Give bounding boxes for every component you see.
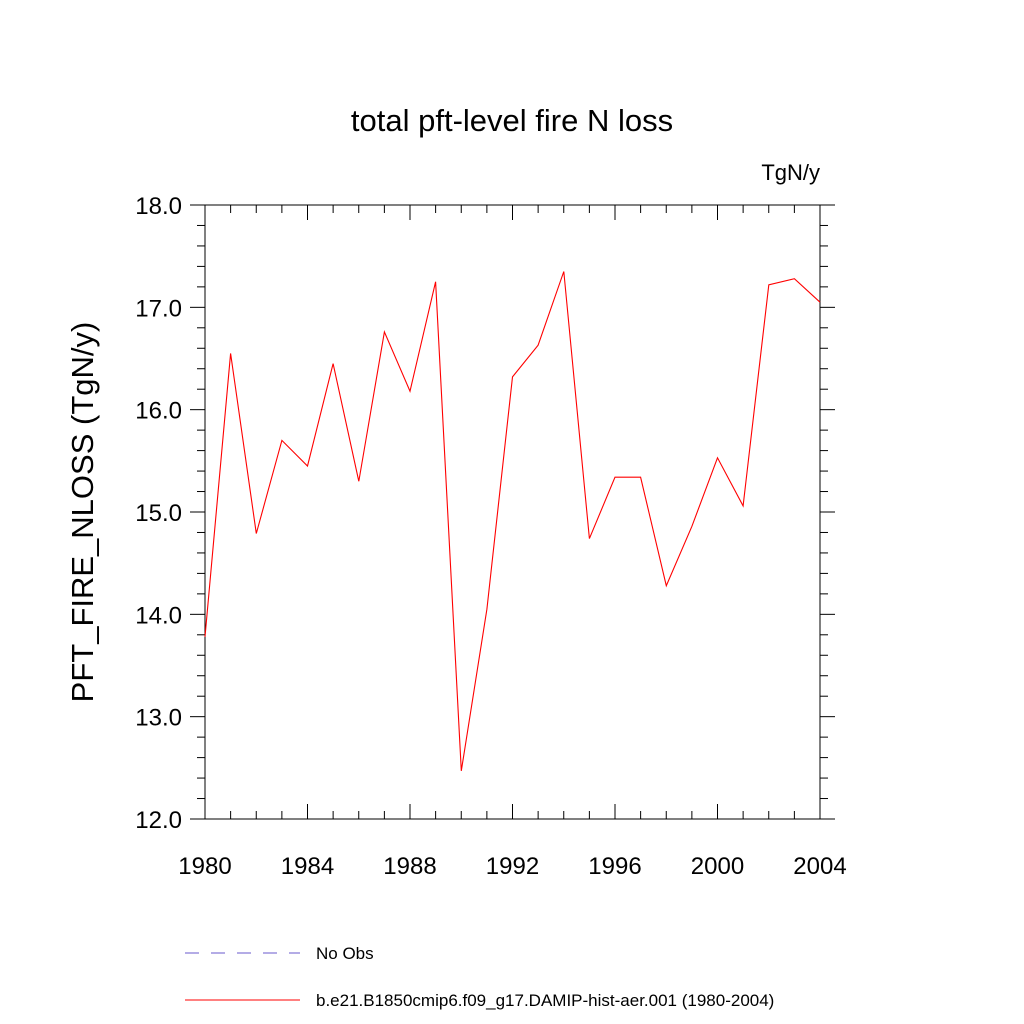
x-tick-label: 2004 bbox=[793, 853, 846, 880]
y-tick-label: 17.0 bbox=[135, 295, 182, 322]
x-tick-label: 1980 bbox=[178, 853, 231, 880]
y-axis-label: PFT_FIRE_NLOSS (TgN/y) bbox=[65, 322, 100, 703]
x-tick-label: 1988 bbox=[383, 853, 436, 880]
legend: No Obs b.e21.B1850cmip6.f09_g17.DAMIP-his… bbox=[185, 944, 774, 1010]
units-label: TgN/y bbox=[761, 160, 820, 185]
y-tick-label: 13.0 bbox=[135, 705, 182, 732]
y-tick-label: 16.0 bbox=[135, 398, 182, 425]
chart-title: total pft-level fire N loss bbox=[351, 103, 673, 138]
x-tick-label: 1992 bbox=[486, 853, 539, 880]
data-series bbox=[204, 271, 821, 771]
axes: 1980 1984 1988 1992 1996 2000 2004 12.0 13.0 14.0… bbox=[135, 193, 846, 880]
y-tick-label: 12.0 bbox=[135, 807, 182, 834]
legend-label: No Obs bbox=[316, 944, 374, 963]
y-tick-label: 18.0 bbox=[135, 193, 182, 220]
plot-frame bbox=[204, 204, 821, 820]
legend-label: b.e21.B1850cmip6.f09_g17.DAMIP-hist-aer.… bbox=[316, 991, 774, 1010]
x-tick-label: 1996 bbox=[588, 853, 641, 880]
x-tick-label: 1984 bbox=[281, 853, 334, 880]
series-line bbox=[204, 271, 821, 771]
y-tick-label: 14.0 bbox=[135, 602, 182, 629]
y-tick-label: 15.0 bbox=[135, 500, 182, 527]
x-tick-label: 2000 bbox=[691, 853, 744, 880]
